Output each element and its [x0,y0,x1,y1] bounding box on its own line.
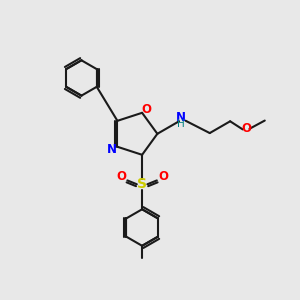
Text: N: N [176,111,185,124]
Text: O: O [241,122,251,135]
Text: O: O [116,170,126,183]
Text: H: H [177,119,185,129]
Text: N: N [107,143,117,156]
Text: O: O [158,170,168,183]
Text: O: O [141,103,151,116]
Text: S: S [137,177,147,191]
